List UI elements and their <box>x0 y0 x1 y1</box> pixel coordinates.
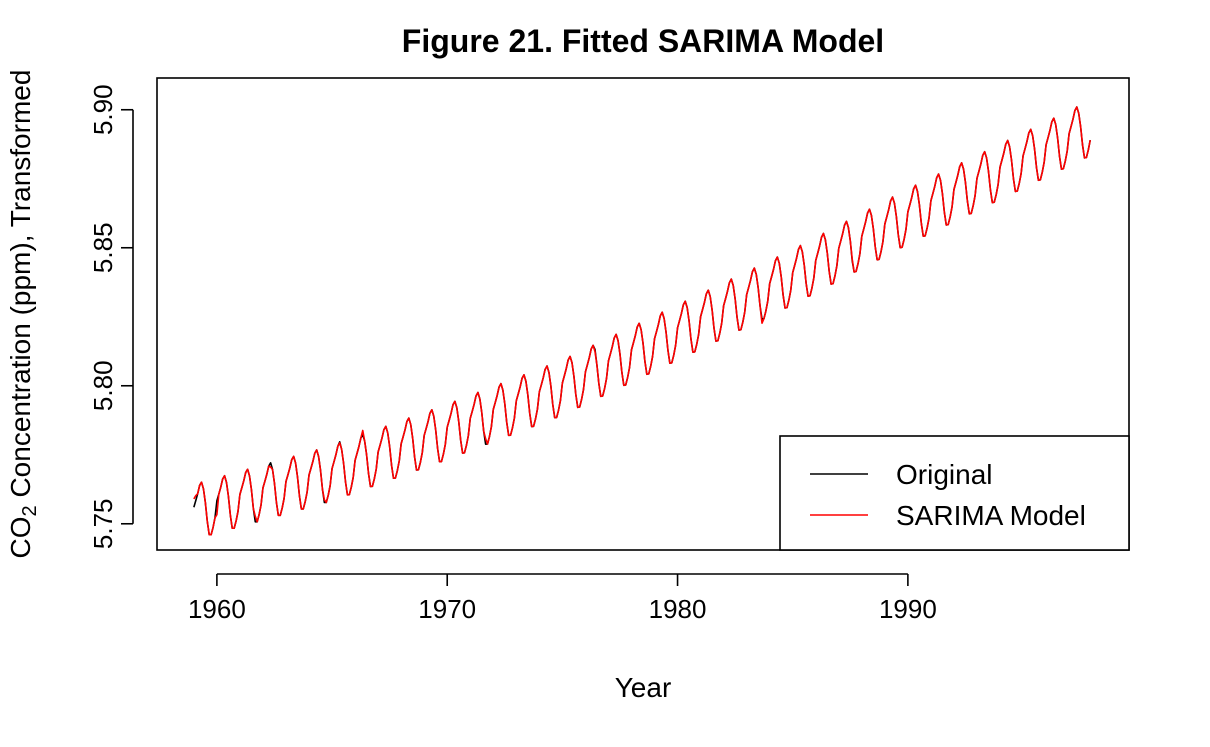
legend-label-sarima-model: SARIMA Model <box>896 500 1086 531</box>
y-tick-label: 5.85 <box>88 222 118 273</box>
legend-box <box>779 435 1130 551</box>
y-tick-label: 5.80 <box>88 360 118 411</box>
series-layer <box>193 106 1092 536</box>
y-axis: 5.75 5.80 5.85 5.90 <box>88 84 134 549</box>
y-tick-label: 5.75 <box>88 498 118 549</box>
x-tick-label: 1980 <box>649 594 707 624</box>
x-axis: 1960 1970 1980 1990 <box>188 573 937 624</box>
y-axis-title-subscript: 2 <box>19 505 41 516</box>
series-line-sarima-model <box>193 106 1092 536</box>
legend: Original SARIMA Model <box>779 435 1130 551</box>
y-axis-title-suffix: Concentration (ppm), Transformed <box>5 70 36 506</box>
y-axis-title-prefix: CO <box>5 516 36 558</box>
y-tick-label: 5.90 <box>88 84 118 135</box>
x-tick-label: 1970 <box>418 594 476 624</box>
plot-area-border <box>156 77 1130 551</box>
legend-label-original: Original <box>896 459 992 490</box>
chart-title: Figure 21. Fitted SARIMA Model <box>402 23 884 59</box>
y-axis-title: CO2 Concentration (ppm), Transformed <box>5 70 41 559</box>
x-axis-title: Year <box>615 672 672 703</box>
x-tick-label: 1960 <box>188 594 246 624</box>
x-tick-label: 1990 <box>879 594 937 624</box>
